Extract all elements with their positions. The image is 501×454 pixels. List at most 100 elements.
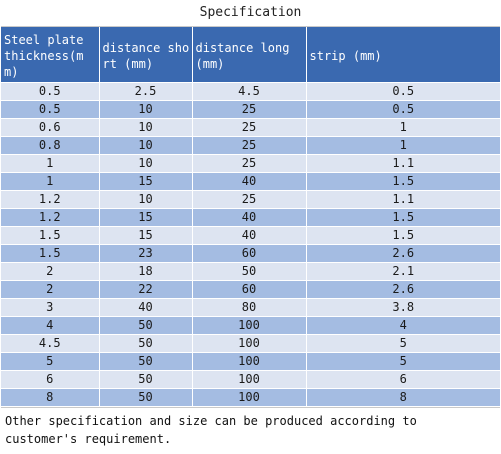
cell-distance-long: 100 xyxy=(192,370,307,389)
cell-strip: 0.5 xyxy=(306,100,500,119)
cell-strip: 5 xyxy=(306,352,500,371)
cell-distance-long: 25 xyxy=(192,154,307,173)
cell-strip: 1 xyxy=(306,136,500,155)
footer-note: Other specification and size can be prod… xyxy=(1,407,500,448)
table-row: 6 50 100 6 xyxy=(1,370,500,389)
cell-strip: 0.5 xyxy=(306,82,500,101)
cell-strip: 1.5 xyxy=(306,172,500,191)
cell-distance-long: 60 xyxy=(192,244,307,263)
cell-thickness: 4.5 xyxy=(1,334,100,353)
table-row: 4 50 100 4 xyxy=(1,316,500,335)
cell-distance-short: 50 xyxy=(99,388,193,407)
table-row: 0.5 2.5 4.5 0.5 xyxy=(1,82,500,101)
cell-strip: 1.1 xyxy=(306,190,500,209)
header-row: Steel plate thickness(mm) distance short… xyxy=(1,27,500,83)
table-body: 0.5 2.5 4.5 0.5 0.5 10 25 0.5 0.6 10 25 1 0.8 10 25 1 1 1… xyxy=(1,82,500,407)
table-row: 0.6 10 25 1 xyxy=(1,118,500,137)
cell-thickness: 2 xyxy=(1,262,100,281)
cell-distance-long: 4.5 xyxy=(192,82,307,101)
table-row: 5 50 100 5 xyxy=(1,352,500,371)
cell-thickness: 4 xyxy=(1,316,100,335)
table-row: 1 10 25 1.1 xyxy=(1,154,500,173)
cell-thickness: 0.8 xyxy=(1,136,100,155)
cell-thickness: 0.5 xyxy=(1,82,100,101)
cell-distance-short: 23 xyxy=(99,244,193,263)
header-strip: strip (mm) xyxy=(306,27,500,83)
cell-thickness: 3 xyxy=(1,298,100,317)
cell-strip: 1.5 xyxy=(306,226,500,245)
table-title: Specification xyxy=(1,0,500,27)
cell-thickness: 5 xyxy=(1,352,100,371)
specification-table: Steel plate thickness(mm) distance short… xyxy=(1,27,500,407)
cell-strip: 8 xyxy=(306,388,500,407)
cell-thickness: 0.5 xyxy=(1,100,100,119)
cell-distance-long: 100 xyxy=(192,316,307,335)
table-row: 2 22 60 2.6 xyxy=(1,280,500,299)
cell-distance-long: 100 xyxy=(192,334,307,353)
cell-thickness: 1.5 xyxy=(1,226,100,245)
cell-distance-long: 50 xyxy=(192,262,307,281)
cell-distance-long: 100 xyxy=(192,388,307,407)
cell-distance-long: 60 xyxy=(192,280,307,299)
cell-distance-long: 40 xyxy=(192,172,307,191)
cell-strip: 5 xyxy=(306,334,500,353)
cell-strip: 3.8 xyxy=(306,298,500,317)
cell-distance-short: 22 xyxy=(99,280,193,299)
table-row: 3 40 80 3.8 xyxy=(1,298,500,317)
cell-distance-short: 10 xyxy=(99,136,193,155)
cell-strip: 2.6 xyxy=(306,244,500,263)
cell-distance-long: 25 xyxy=(192,136,307,155)
header-distance-long: distance long (mm) xyxy=(192,27,307,83)
cell-distance-long: 25 xyxy=(192,118,307,137)
cell-distance-short: 10 xyxy=(99,118,193,137)
cell-thickness: 6 xyxy=(1,370,100,389)
table-row: 1.5 23 60 2.6 xyxy=(1,244,500,263)
cell-strip: 6 xyxy=(306,370,500,389)
table-row: 2 18 50 2.1 xyxy=(1,262,500,281)
cell-distance-short: 15 xyxy=(99,226,193,245)
cell-distance-short: 10 xyxy=(99,190,193,209)
cell-distance-short: 10 xyxy=(99,154,193,173)
cell-strip: 2.1 xyxy=(306,262,500,281)
cell-thickness: 1 xyxy=(1,154,100,173)
cell-strip: 1.5 xyxy=(306,208,500,227)
cell-distance-long: 25 xyxy=(192,100,307,119)
cell-distance-short: 50 xyxy=(99,316,193,335)
cell-strip: 1.1 xyxy=(306,154,500,173)
cell-thickness: 1.5 xyxy=(1,244,100,263)
cell-distance-short: 50 xyxy=(99,370,193,389)
cell-thickness: 0.6 xyxy=(1,118,100,137)
table-row: 1 15 40 1.5 xyxy=(1,172,500,191)
table-row: 1.2 15 40 1.5 xyxy=(1,208,500,227)
table-row: 1.5 15 40 1.5 xyxy=(1,226,500,245)
header-distance-short: distance short (mm) xyxy=(99,27,193,83)
cell-distance-long: 80 xyxy=(192,298,307,317)
cell-distance-short: 10 xyxy=(99,100,193,119)
cell-distance-short: 15 xyxy=(99,208,193,227)
cell-thickness: 1.2 xyxy=(1,208,100,227)
cell-distance-short: 15 xyxy=(99,172,193,191)
table-row: 0.5 10 25 0.5 xyxy=(1,100,500,119)
cell-thickness: 1 xyxy=(1,172,100,191)
cell-strip: 1 xyxy=(306,118,500,137)
table-row: 0.8 10 25 1 xyxy=(1,136,500,155)
cell-distance-short: 40 xyxy=(99,298,193,317)
cell-distance-long: 25 xyxy=(192,190,307,209)
cell-distance-short: 2.5 xyxy=(99,82,193,101)
cell-distance-short: 50 xyxy=(99,334,193,353)
cell-strip: 2.6 xyxy=(306,280,500,299)
table-row: 1.2 10 25 1.1 xyxy=(1,190,500,209)
cell-distance-long: 40 xyxy=(192,226,307,245)
table-row: 4.5 50 100 5 xyxy=(1,334,500,353)
cell-distance-short: 18 xyxy=(99,262,193,281)
cell-distance-long: 40 xyxy=(192,208,307,227)
cell-thickness: 1.2 xyxy=(1,190,100,209)
table-row: 8 50 100 8 xyxy=(1,388,500,407)
cell-distance-long: 100 xyxy=(192,352,307,371)
cell-thickness: 8 xyxy=(1,388,100,407)
header-thickness: Steel plate thickness(mm) xyxy=(1,27,100,83)
cell-distance-short: 50 xyxy=(99,352,193,371)
cell-strip: 4 xyxy=(306,316,500,335)
cell-thickness: 2 xyxy=(1,280,100,299)
